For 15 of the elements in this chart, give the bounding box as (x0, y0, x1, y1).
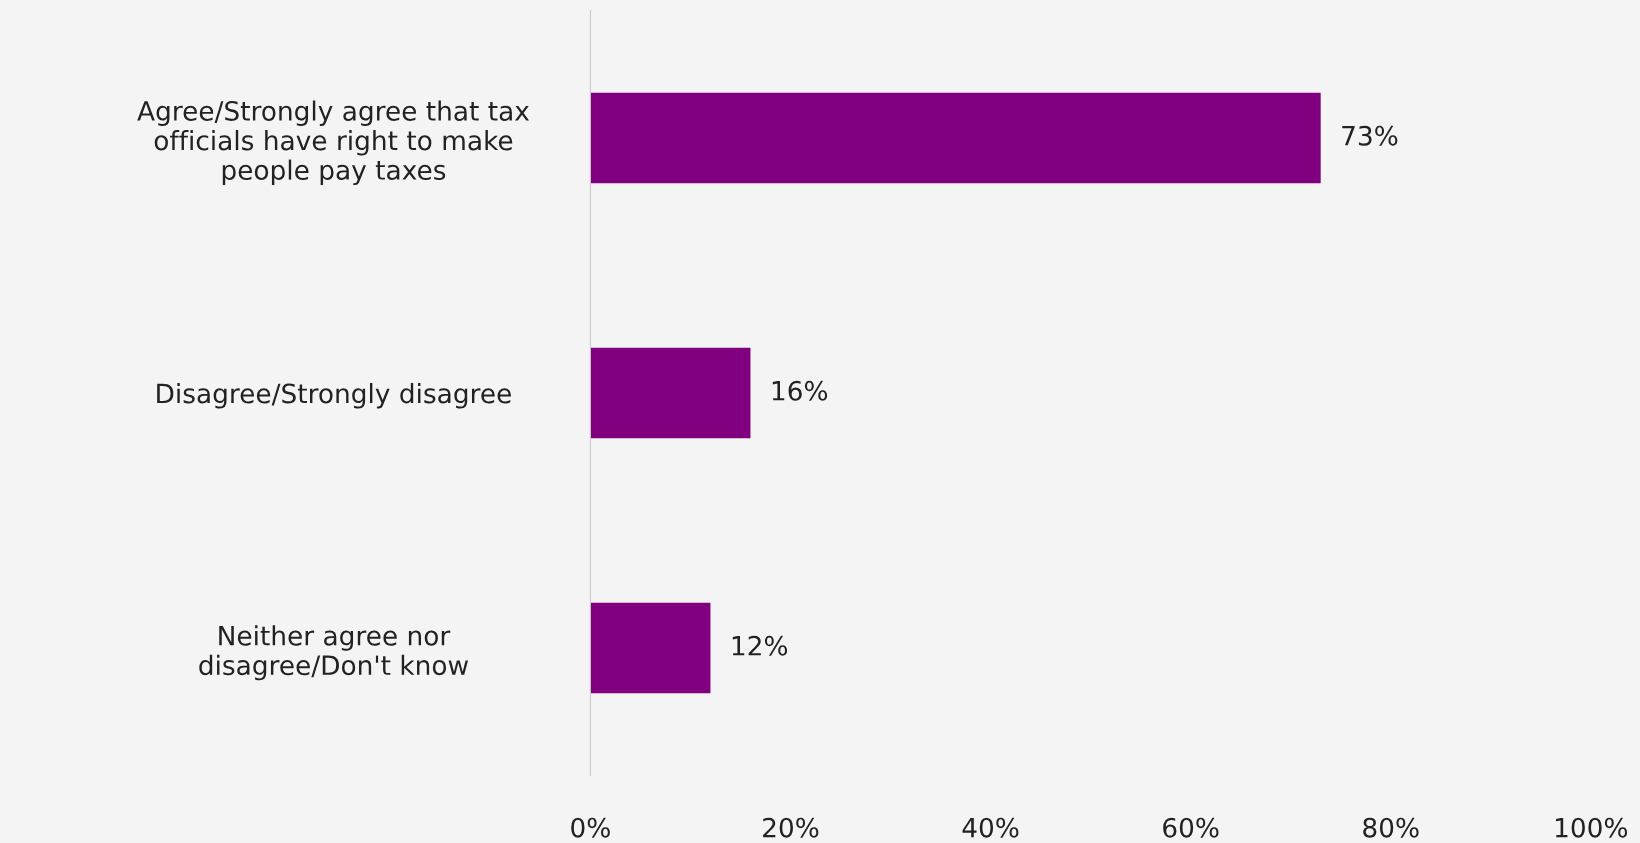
y-tick-label: Agree/Strongly agree that tax officials have right to make people pay taxes (137, 100, 530, 186)
data-label: 12% (732, 635, 788, 656)
x-tick-label: 0% (571, 817, 610, 838)
x-tick-label: 20% (763, 817, 819, 838)
y-tick-label: Neither agree nor disagree/Don't know (199, 625, 468, 681)
bar (590, 602, 711, 694)
x-tick-label: 40% (962, 817, 1019, 838)
data-label: 16% (772, 380, 828, 401)
bar (590, 347, 751, 439)
x-tick-label: 60% (1163, 817, 1219, 838)
x-tick-label: 80% (1363, 817, 1419, 838)
bar (590, 92, 1321, 184)
data-label: 73% (1342, 125, 1398, 146)
x-tick-label: 100% (1555, 817, 1628, 838)
y-tick-label: Disagree/Strongly disagree (157, 383, 511, 409)
